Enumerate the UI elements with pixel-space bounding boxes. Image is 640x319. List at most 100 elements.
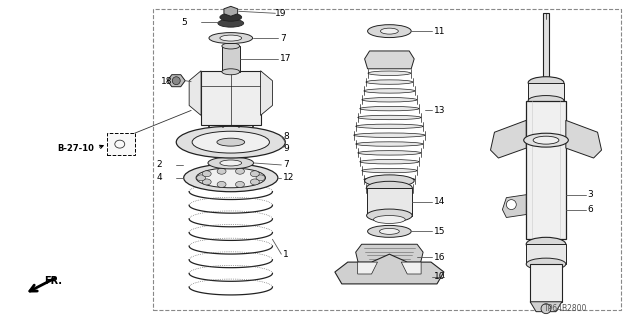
Ellipse shape [202, 171, 211, 177]
Bar [154, 9, 621, 310]
Text: 9: 9 [284, 144, 289, 152]
Ellipse shape [218, 19, 244, 27]
Bar [222, 46, 240, 72]
Text: 19: 19 [275, 9, 287, 18]
Ellipse shape [250, 171, 259, 177]
Ellipse shape [533, 136, 559, 144]
Bar [530, 264, 562, 302]
Text: 7: 7 [280, 33, 286, 42]
Ellipse shape [202, 179, 211, 185]
Ellipse shape [360, 160, 419, 164]
Text: 6: 6 [588, 205, 593, 214]
Ellipse shape [217, 168, 226, 174]
Text: B-27-10: B-27-10 [58, 144, 94, 152]
Ellipse shape [367, 181, 412, 194]
Polygon shape [401, 262, 421, 274]
Polygon shape [356, 244, 423, 277]
Ellipse shape [220, 13, 242, 21]
Ellipse shape [207, 114, 211, 117]
Text: FR.: FR. [44, 276, 63, 286]
Ellipse shape [528, 96, 564, 106]
Ellipse shape [236, 114, 241, 117]
Text: 18: 18 [161, 77, 173, 86]
Ellipse shape [220, 35, 242, 41]
Polygon shape [490, 120, 526, 158]
Ellipse shape [360, 107, 419, 111]
Polygon shape [224, 6, 237, 16]
Polygon shape [365, 51, 414, 69]
Ellipse shape [208, 157, 253, 169]
Text: 1: 1 [284, 250, 289, 259]
Ellipse shape [209, 33, 253, 43]
Polygon shape [566, 120, 602, 158]
Ellipse shape [236, 168, 244, 174]
Bar [528, 83, 564, 100]
Text: 12: 12 [284, 173, 294, 182]
Bar [526, 100, 566, 239]
Ellipse shape [217, 182, 226, 187]
Ellipse shape [358, 115, 421, 120]
Ellipse shape [222, 43, 240, 49]
Ellipse shape [184, 164, 278, 192]
Bar [367, 188, 412, 216]
Bar [543, 13, 549, 83]
Polygon shape [335, 254, 444, 284]
Text: 11: 11 [434, 26, 445, 36]
Ellipse shape [526, 258, 566, 270]
Ellipse shape [196, 168, 266, 188]
Ellipse shape [367, 25, 411, 38]
Ellipse shape [217, 138, 244, 146]
Text: 14: 14 [434, 197, 445, 206]
Ellipse shape [524, 133, 568, 147]
Ellipse shape [367, 209, 412, 222]
Ellipse shape [220, 114, 225, 117]
Ellipse shape [380, 28, 398, 34]
Ellipse shape [220, 160, 242, 166]
Text: 3: 3 [588, 190, 593, 199]
Ellipse shape [236, 182, 244, 187]
Text: 15: 15 [434, 227, 445, 236]
Polygon shape [260, 71, 273, 115]
Ellipse shape [356, 142, 423, 146]
Text: 8: 8 [284, 132, 289, 141]
Ellipse shape [364, 89, 415, 93]
Polygon shape [530, 302, 562, 312]
Polygon shape [189, 71, 201, 115]
Ellipse shape [364, 177, 415, 182]
Ellipse shape [362, 168, 417, 173]
Ellipse shape [367, 226, 411, 237]
Text: 13: 13 [434, 106, 445, 115]
Bar [201, 71, 260, 125]
Polygon shape [167, 75, 185, 87]
Ellipse shape [250, 179, 259, 185]
Text: 10: 10 [434, 272, 445, 281]
Circle shape [506, 200, 516, 210]
Ellipse shape [528, 77, 564, 89]
Ellipse shape [222, 69, 240, 75]
Polygon shape [358, 262, 378, 274]
Text: 4: 4 [156, 173, 162, 182]
Ellipse shape [526, 237, 566, 251]
Text: 5: 5 [181, 18, 187, 27]
Text: 2: 2 [156, 160, 162, 169]
Ellipse shape [358, 151, 421, 155]
Ellipse shape [366, 80, 413, 84]
Ellipse shape [362, 98, 417, 102]
Ellipse shape [365, 175, 414, 187]
Bar [526, 244, 566, 264]
Ellipse shape [176, 126, 285, 158]
Text: 7: 7 [284, 160, 289, 169]
Ellipse shape [374, 216, 405, 223]
Ellipse shape [196, 175, 205, 181]
Ellipse shape [366, 186, 413, 190]
Polygon shape [502, 195, 526, 218]
Circle shape [541, 304, 551, 314]
Text: 17: 17 [280, 54, 292, 63]
Ellipse shape [356, 124, 423, 129]
Ellipse shape [354, 133, 425, 137]
Ellipse shape [380, 228, 399, 234]
Circle shape [172, 77, 180, 85]
Ellipse shape [192, 131, 269, 153]
Bar [107, 133, 134, 155]
Ellipse shape [250, 114, 255, 117]
